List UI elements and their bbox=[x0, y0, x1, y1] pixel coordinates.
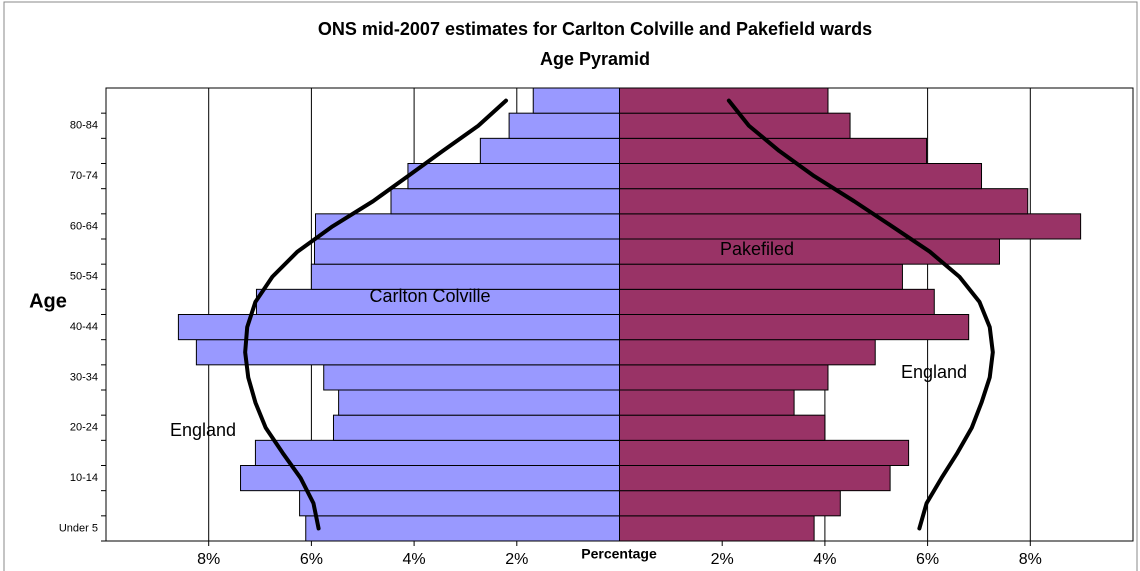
bar bbox=[479, 137, 620, 164]
bar bbox=[619, 213, 1082, 240]
bar bbox=[313, 238, 620, 265]
y-tick-label: 20-24 bbox=[70, 422, 98, 434]
y-tick-label: 10-14 bbox=[70, 472, 98, 484]
y-tick-label: 60-64 bbox=[70, 220, 98, 232]
series-label: England bbox=[170, 420, 236, 440]
bar bbox=[305, 515, 620, 542]
bar bbox=[338, 389, 620, 416]
bar bbox=[619, 414, 826, 441]
x-tick-label: 8% bbox=[197, 551, 220, 568]
bar bbox=[619, 87, 829, 114]
bar bbox=[254, 439, 620, 467]
bar bbox=[195, 339, 620, 366]
x-tick-label: 6% bbox=[300, 551, 323, 568]
chart-subtitle: Age Pyramid bbox=[540, 49, 650, 69]
bar bbox=[532, 87, 620, 114]
y-tick-label: 80-84 bbox=[70, 120, 98, 132]
y-tick-label: 40-44 bbox=[70, 321, 98, 333]
bar bbox=[299, 490, 620, 517]
bar bbox=[310, 263, 620, 290]
bar bbox=[619, 439, 910, 467]
bar bbox=[619, 112, 851, 139]
bar bbox=[323, 364, 620, 391]
bar bbox=[240, 465, 621, 492]
x-tick-label: 6% bbox=[916, 551, 939, 568]
england-curve bbox=[243, 98, 509, 531]
chart-title: ONS mid-2007 estimates for Carlton Colvi… bbox=[318, 19, 872, 39]
bar bbox=[619, 490, 841, 517]
y-tick-label: 30-34 bbox=[70, 371, 98, 383]
x-tick-label: 4% bbox=[813, 551, 836, 568]
bar bbox=[619, 188, 1029, 215]
bar bbox=[619, 339, 876, 366]
x-tick-label: 2% bbox=[711, 551, 734, 568]
y-tick-label: 70-74 bbox=[70, 170, 98, 182]
bar bbox=[619, 515, 815, 542]
england-curve bbox=[726, 98, 995, 531]
x-tick-label: 2% bbox=[505, 551, 528, 568]
series-label: Carlton Colville bbox=[369, 286, 490, 306]
bar bbox=[390, 188, 620, 215]
bar bbox=[407, 163, 620, 190]
x-tick-label: 8% bbox=[1019, 551, 1042, 568]
bar bbox=[619, 364, 829, 391]
x-axis-label: Percentage bbox=[581, 546, 657, 562]
series-label: Pakefiled bbox=[720, 239, 794, 259]
bar bbox=[332, 414, 620, 441]
bar bbox=[619, 238, 1000, 265]
y-tick-label: 50-54 bbox=[70, 271, 98, 283]
bar bbox=[619, 263, 903, 290]
series-label: England bbox=[901, 362, 967, 382]
bar bbox=[619, 465, 891, 492]
bar bbox=[619, 389, 795, 416]
y-tick-label: Under 5 bbox=[59, 522, 98, 534]
bar bbox=[619, 288, 935, 316]
x-tick-label: 4% bbox=[403, 551, 426, 568]
bar bbox=[508, 112, 620, 139]
bar bbox=[619, 314, 970, 341]
bar bbox=[619, 137, 928, 164]
y-axis-label: Age bbox=[29, 290, 67, 312]
bar bbox=[315, 213, 620, 240]
